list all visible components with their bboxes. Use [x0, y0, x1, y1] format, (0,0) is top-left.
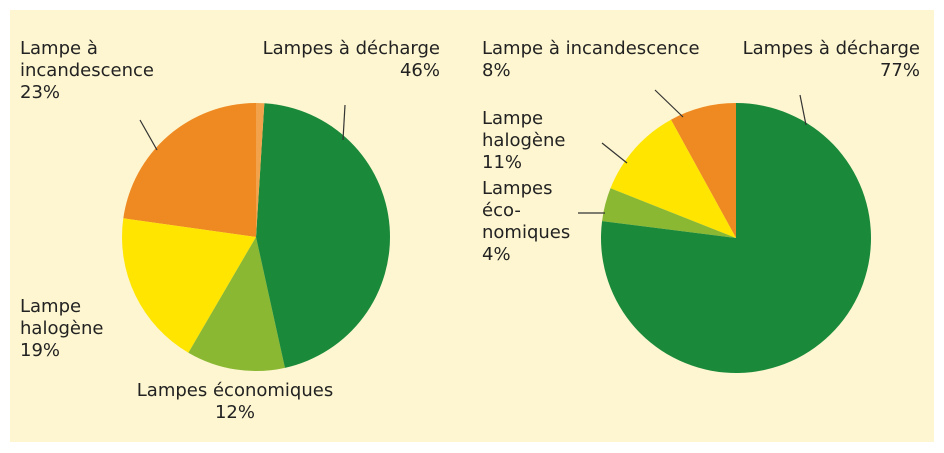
pie-slice — [122, 218, 256, 353]
value-label: 8% — [482, 60, 511, 81]
value-label: 19% — [20, 340, 61, 361]
value-label: 77% — [879, 60, 920, 81]
category-label: Lampe à incandescence — [482, 38, 700, 59]
category-label: Lampes économiques — [136, 380, 334, 401]
pie-slice — [670, 103, 736, 238]
pie-slice — [602, 188, 736, 238]
value-label: 46% — [399, 60, 440, 81]
label: Lampes éco-nomiques 4% — [482, 178, 577, 266]
category-label: Lampes à décharge — [262, 38, 440, 59]
leader-lines — [139, 89, 807, 214]
leader-line — [139, 119, 158, 151]
pie-slice — [610, 119, 736, 238]
leader-line — [654, 89, 684, 118]
category-label: Lampe halogène — [482, 108, 566, 151]
leader-line — [601, 142, 628, 164]
label: Lampe à incandescence 23% — [20, 38, 154, 104]
pie-slice — [123, 103, 256, 237]
category-label: Lampe halogène — [20, 296, 104, 339]
value-label: 23% — [20, 82, 61, 103]
category-label: Lampes à décharge — [742, 38, 920, 59]
value-label: 11% — [482, 152, 523, 173]
label: Lampe halogène 11% — [482, 108, 632, 174]
value-label: 4% — [482, 244, 511, 265]
category-label: Lampes éco-nomiques — [482, 178, 571, 243]
label: Lampe à incandescence 8% — [482, 38, 722, 82]
pie-slice — [256, 103, 265, 237]
label: Lampes à décharge 77% — [710, 38, 920, 82]
label: Lampe halogène 19% — [20, 296, 110, 362]
leader-line — [342, 104, 346, 141]
pie-slice — [188, 237, 285, 372]
pie-slice — [256, 103, 390, 368]
value-label: 12% — [214, 402, 255, 423]
category-label: Lampe à incandescence — [20, 38, 154, 81]
pie-slice — [600, 103, 871, 374]
label: Lampes économiques 12% — [110, 380, 360, 424]
label: Lampes à décharge 46% — [230, 38, 440, 82]
leader-line — [799, 94, 807, 126]
